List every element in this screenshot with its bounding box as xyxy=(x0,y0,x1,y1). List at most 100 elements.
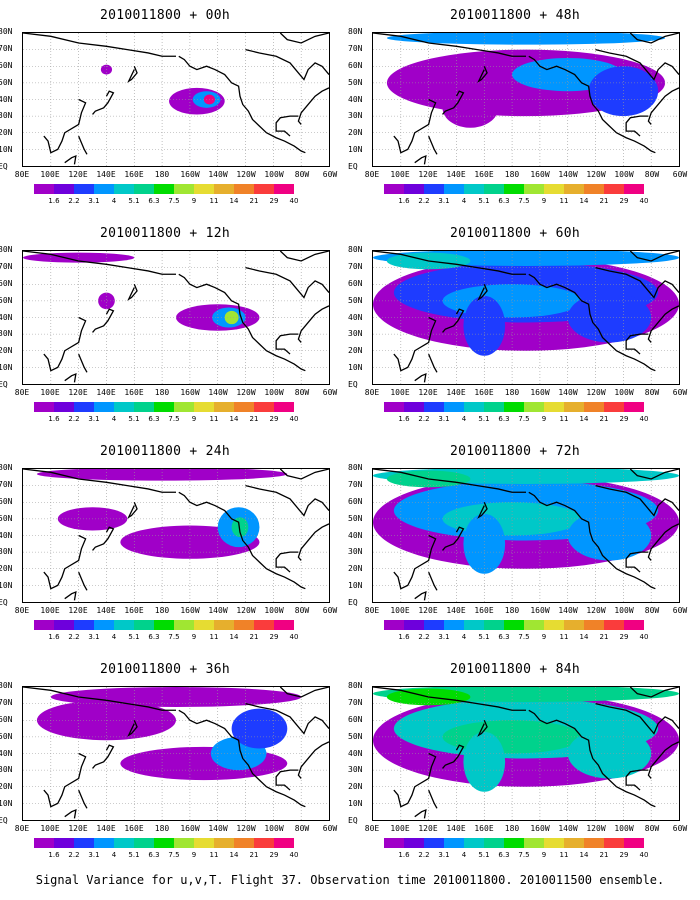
colorbar-label: 21 xyxy=(249,633,259,641)
lat-tick-label: 50N xyxy=(348,295,363,305)
lon-tick-label: 80E xyxy=(14,388,30,397)
lat-tick-label: 80N xyxy=(0,463,13,472)
coastline xyxy=(43,534,87,590)
lat-tick-label: 70N xyxy=(348,479,363,489)
colorbar-label: 29 xyxy=(269,851,279,859)
lon-tick-label: 80W xyxy=(294,606,310,615)
lon-tick-label: 120E xyxy=(418,824,438,833)
lon-tick-label: 60W xyxy=(322,606,338,615)
lon-tick-label: 120W xyxy=(236,606,256,615)
lon-tick-label: 160W xyxy=(530,606,550,615)
coastline xyxy=(297,305,329,343)
coastline xyxy=(92,90,115,115)
map-panel: 2010011800 + 24h 80N 70N 60N 50N 40N 30N 20N 10N… xyxy=(0,444,337,644)
lon-tick-label: 160E xyxy=(124,388,144,397)
colorbar-swatch xyxy=(254,620,274,630)
colorbar-label: 5.1 xyxy=(128,633,140,641)
lat-tick-label: 40N xyxy=(348,312,363,322)
colorbar-label: 9 xyxy=(191,851,197,859)
colorbar xyxy=(384,184,644,194)
coastline xyxy=(23,687,176,711)
lon-tick-label: 80W xyxy=(644,388,660,397)
lat-tick-label: 50N xyxy=(348,731,363,741)
lon-tick-label: 140E xyxy=(446,170,466,179)
lon-tick-label: 60W xyxy=(672,170,688,179)
lon-tick-label: 60W xyxy=(672,388,688,397)
lat-tick-label: 20N xyxy=(348,346,363,356)
coastline xyxy=(178,491,306,590)
colorbar-swatch xyxy=(34,184,54,194)
colorbar-label: 11 xyxy=(559,415,569,423)
colorbar-label: 5.1 xyxy=(478,197,490,205)
coastline xyxy=(275,769,299,791)
colorbar-label: 5.1 xyxy=(478,415,490,423)
colorbar-swatch xyxy=(484,838,504,848)
coastline xyxy=(23,251,176,275)
lat-tick-label: 70N xyxy=(0,261,13,271)
colorbar-label: 6.3 xyxy=(498,197,510,205)
panel-title: 2010011800 + 24h xyxy=(99,444,231,459)
lon-tick-label: 140E xyxy=(96,606,116,615)
colorbar-label: 14 xyxy=(579,415,589,423)
lat-tick-label: EQ xyxy=(348,816,358,825)
lon-tick-label: 180 xyxy=(504,388,520,397)
lon-tick-label: 180 xyxy=(504,170,520,179)
colorbar-label: 14 xyxy=(579,197,589,205)
coastline xyxy=(373,687,526,711)
coastline xyxy=(647,305,679,343)
lon-tick-label: 100E xyxy=(390,388,410,397)
colorbar-label: 40 xyxy=(639,197,649,205)
colorbar-swatch xyxy=(34,838,54,848)
colorbar-swatch xyxy=(234,620,254,630)
coastline xyxy=(127,719,138,737)
coastline xyxy=(92,744,115,769)
variance-contour xyxy=(36,469,288,481)
colorbar-swatch xyxy=(404,402,424,412)
colorbar-label: 21 xyxy=(599,851,609,859)
map-panel: 2010011800 + 36h 80N 70N 60N 50N 40N 30N 20N 10N… xyxy=(0,662,337,862)
lon-tick-label: 100W xyxy=(614,388,634,397)
lat-tick-label: 70N xyxy=(0,697,13,707)
colorbar-swatch xyxy=(114,184,134,194)
variance-contour xyxy=(231,517,249,538)
lon-tick-label: 80E xyxy=(364,388,380,397)
coastline xyxy=(43,98,87,154)
colorbar-label: 14 xyxy=(579,633,589,641)
map-panel: 2010011800 + 12h 80N 70N 60N 50N 40N 30N 20N 10N… xyxy=(0,226,337,426)
lat-tick-label: 10N xyxy=(348,363,363,373)
colorbar-label: 4 xyxy=(461,415,467,423)
colorbar-label: 29 xyxy=(269,197,279,205)
lat-tick-label: 10N xyxy=(348,581,363,591)
colorbar-swatch xyxy=(604,402,624,412)
lat-tick-label: 10N xyxy=(0,145,13,155)
lon-tick-label: 160E xyxy=(474,170,494,179)
colorbar-label: 3.1 xyxy=(88,633,100,641)
coastline xyxy=(178,55,306,154)
lon-tick-label: 100E xyxy=(40,606,60,615)
coastline xyxy=(373,469,526,493)
lon-tick-label: 160W xyxy=(530,388,550,397)
colorbar-swatch xyxy=(254,838,274,848)
lon-tick-label: 140W xyxy=(208,606,228,615)
lat-tick-label: 10N xyxy=(0,799,13,809)
colorbar-label: 5.1 xyxy=(128,851,140,859)
lon-tick-label: 100E xyxy=(40,824,60,833)
colorbar-label: 40 xyxy=(289,415,299,423)
lat-tick-label: 40N xyxy=(0,748,13,758)
lon-tick-label: 80W xyxy=(644,170,660,179)
colorbar-label: 7.5 xyxy=(518,197,530,205)
coastline xyxy=(629,251,679,262)
lat-tick-label: 80N xyxy=(348,245,363,254)
colorbar-swatch xyxy=(524,402,544,412)
coastline xyxy=(428,353,438,373)
lon-tick-label: 120E xyxy=(68,170,88,179)
coastline xyxy=(245,266,329,299)
colorbar-label: 21 xyxy=(249,415,259,423)
colorbar-swatch xyxy=(74,402,94,412)
panel-title: 2010011800 + 72h xyxy=(449,444,581,459)
colorbar-label: 40 xyxy=(289,851,299,859)
variance-contour xyxy=(588,66,659,117)
lon-tick-label: 100W xyxy=(264,824,284,833)
colorbar-swatch xyxy=(464,402,484,412)
colorbar-label: 40 xyxy=(289,633,299,641)
